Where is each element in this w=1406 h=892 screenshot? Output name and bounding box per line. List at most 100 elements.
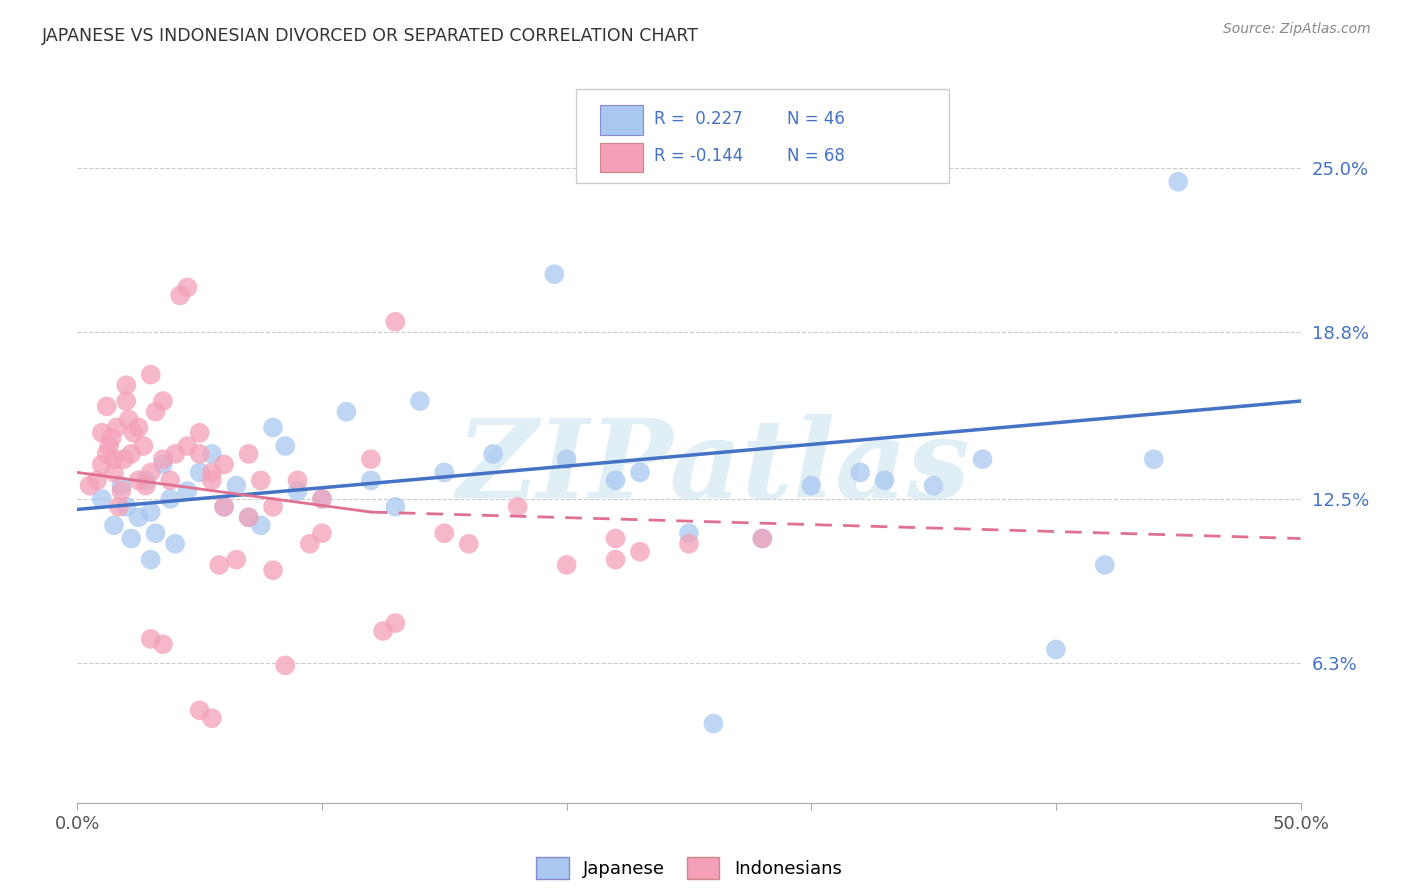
Point [238,510,260,524]
Point [360,452,382,467]
Point [873,474,896,488]
Point [212,500,235,514]
Point [922,478,945,492]
Point [678,537,700,551]
Point [152,394,174,409]
Point [112,452,135,467]
Point [159,474,181,488]
Point [335,404,357,418]
Point [457,537,479,551]
Point [201,711,224,725]
Point [605,532,627,546]
Text: Source: ZipAtlas.com: Source: ZipAtlas.com [1223,22,1371,37]
Point [152,458,174,472]
Point [506,500,529,514]
Point [79,478,101,492]
Point [702,716,724,731]
Point [482,447,505,461]
Text: JAPANESE VS INDONESIAN DIVORCED OR SEPARATED CORRELATION CHART: JAPANESE VS INDONESIAN DIVORCED OR SEPAR… [42,27,699,45]
Point [96,447,118,461]
Point [409,394,432,409]
Point [555,452,578,467]
Point [108,500,131,514]
Point [152,452,174,467]
Point [605,474,627,488]
Point [384,500,406,514]
Point [201,474,224,488]
Point [122,425,145,440]
Point [212,458,235,472]
Point [555,558,578,572]
Point [90,425,112,440]
Point [176,483,198,498]
Point [188,466,211,480]
Text: ZIPatlas: ZIPatlas [457,414,970,521]
Point [128,420,150,434]
Text: R =  0.227: R = 0.227 [654,110,742,128]
Point [105,420,128,434]
Point [188,447,211,461]
Point [120,532,142,546]
Point [90,458,112,472]
Point [103,518,125,533]
Point [98,439,121,453]
Point [628,466,651,480]
Point [225,552,247,566]
Point [176,439,198,453]
Point [250,518,273,533]
Point [115,394,138,409]
Point [371,624,394,638]
Point [110,478,132,492]
Point [135,478,157,492]
Point [274,658,297,673]
Point [132,439,155,453]
Point [145,404,167,418]
Point [165,447,187,461]
Point [103,452,125,467]
Point [165,537,187,551]
Point [311,526,333,541]
Point [139,368,162,382]
Point [176,280,198,294]
Point [238,447,260,461]
Point [433,526,456,541]
Point [384,616,406,631]
Point [972,452,994,467]
Point [86,474,108,488]
Point [96,400,118,414]
Point [100,431,122,445]
Point [188,703,211,717]
Point [1143,452,1166,467]
Point [1094,558,1116,572]
Point [605,552,627,566]
Point [287,474,309,488]
Point [201,447,224,461]
Point [139,552,162,566]
Point [800,478,823,492]
Point [201,466,224,480]
Point [360,474,382,488]
Point [115,500,138,514]
Point [145,526,167,541]
Point [628,545,651,559]
Point [849,466,872,480]
Point [262,563,284,577]
Point [120,447,142,461]
Point [139,466,162,480]
Point [152,637,174,651]
Point [90,491,112,506]
Point [128,510,150,524]
Point [128,474,150,488]
Legend: Japanese, Indonesians: Japanese, Indonesians [529,850,849,887]
Point [103,466,125,480]
Point [1045,642,1067,657]
Point [188,425,211,440]
Point [135,474,157,488]
Point [250,474,273,488]
Point [262,420,284,434]
Point [238,510,260,524]
Point [678,526,700,541]
Point [115,378,138,392]
Point [262,500,284,514]
Point [298,537,321,551]
